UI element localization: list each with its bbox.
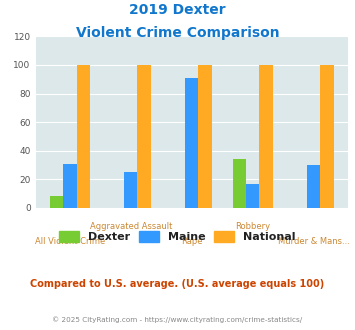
Bar — [233, 159, 246, 208]
Text: Rape: Rape — [181, 237, 202, 246]
Bar — [307, 165, 320, 208]
Bar — [320, 65, 334, 208]
Text: Aggravated Assault: Aggravated Assault — [89, 222, 172, 231]
Text: Compared to U.S. average. (U.S. average equals 100): Compared to U.S. average. (U.S. average … — [31, 279, 324, 289]
Bar — [124, 172, 137, 208]
Bar — [77, 65, 90, 208]
Bar — [260, 65, 273, 208]
Bar — [50, 196, 63, 208]
Bar — [185, 78, 198, 208]
Bar — [63, 164, 77, 208]
Text: Murder & Mans...: Murder & Mans... — [278, 237, 350, 246]
Bar — [137, 65, 151, 208]
Text: © 2025 CityRating.com - https://www.cityrating.com/crime-statistics/: © 2025 CityRating.com - https://www.city… — [53, 317, 302, 323]
Text: Violent Crime Comparison: Violent Crime Comparison — [76, 26, 279, 40]
Text: All Violent Crime: All Violent Crime — [35, 237, 105, 246]
Text: Robbery: Robbery — [235, 222, 270, 231]
Legend: Dexter, Maine, National: Dexter, Maine, National — [55, 227, 300, 247]
Bar — [246, 183, 260, 208]
Bar — [198, 65, 212, 208]
Text: 2019 Dexter: 2019 Dexter — [129, 3, 226, 17]
